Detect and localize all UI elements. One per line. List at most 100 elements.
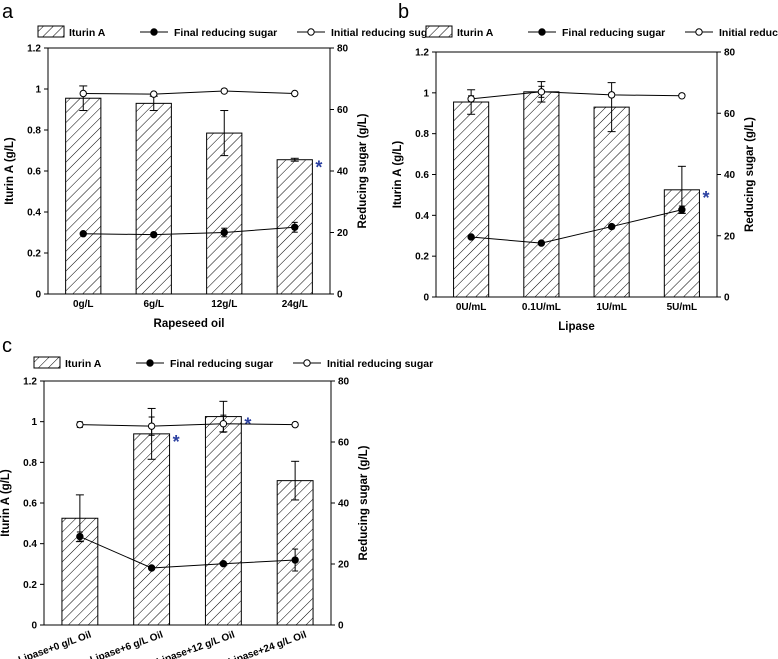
panel-letter: c: [2, 335, 12, 357]
legend-hatch-swatch: [33, 356, 61, 369]
line-open-reducing-sugar: [83, 90, 295, 95]
right-tick-label: 40: [724, 170, 736, 181]
left-tick-label: 0.8: [415, 129, 429, 140]
line-open-reducing-sugar: [471, 91, 682, 100]
right-tick-label: 40: [337, 167, 349, 178]
bar-iturin-a: [65, 97, 102, 295]
bar-iturin-a: [133, 433, 171, 626]
left-tick-label: 0.6: [23, 499, 37, 510]
y2-axis-label: Reducing sugar (g/L): [357, 113, 369, 228]
final-sugar-point: [79, 230, 87, 238]
initial-sugar-point: [678, 92, 686, 100]
final-sugar-point: [467, 233, 475, 241]
y2-axis-label: Reducing sugar (g/L): [358, 445, 370, 560]
bar-iturin-a: [135, 102, 172, 295]
y2-axis-label: Reducing sugar (g/L): [744, 117, 756, 232]
final-sugar-point: [607, 222, 616, 231]
panel-a: a 0 0.2 0.4 0.6 0.8 1 1.2 0 20 40 60 80 Iturin A (g/L…: [2, 1, 437, 330]
final-sugar-point: [219, 559, 228, 568]
legend-open-marker: [695, 28, 703, 36]
legend-label-final-sugar: Final reducing sugar: [562, 27, 665, 39]
right-tick-label: 80: [337, 44, 349, 55]
initial-sugar-point: [79, 89, 87, 98]
significance-star: *: [173, 432, 180, 452]
left-tick-label: 0: [423, 293, 429, 304]
line-filled-reducing-sugar: [471, 209, 682, 244]
x-tick-label: Lipase+12 g/L Oil: [155, 629, 236, 659]
left-tick-label: 0.8: [23, 458, 37, 469]
line-filled-reducing-sugar: [79, 536, 296, 569]
right-tick-label: 0: [337, 290, 343, 301]
x-tick-label: 12g/L: [211, 299, 237, 310]
legend-label-final-sugar: Final reducing sugar: [170, 358, 273, 370]
right-tick-label: 60: [338, 438, 350, 449]
initial-sugar-point: [219, 420, 228, 428]
x-tick-label: 6g/L: [143, 299, 164, 310]
y-axis-label: Iturin A (g/L): [0, 469, 12, 537]
right-tick-label: 80: [338, 377, 350, 388]
left-tick-label: 1.2: [415, 48, 429, 59]
legend-open-marker: [303, 359, 311, 367]
right-tick-label: 60: [724, 109, 736, 120]
left-tick-label: 0: [31, 621, 37, 632]
legend-filled-marker: [150, 28, 158, 36]
x-tick-label: 0.1U/mL: [522, 302, 561, 313]
left-tick-label: 0: [35, 290, 41, 301]
legend: Iturin A Final reducing sugar Initial redu…: [37, 25, 437, 39]
legend-hatch-swatch: [425, 25, 453, 38]
legend-label-iturin-a: Iturin A: [457, 27, 494, 39]
legend-label-initial-sugar: Initial reducing sugar: [719, 27, 778, 39]
initial-sugar-point: [150, 90, 158, 98]
left-tick-label: 1: [35, 85, 41, 96]
x-tick-label: Lipase+24 g/L Oil: [227, 629, 308, 659]
left-tick-label: 0.2: [27, 249, 41, 260]
final-sugar-point: [678, 206, 686, 214]
x-tick-label: Lipase+6 g/L Oil: [89, 629, 165, 659]
panel-letter: a: [2, 1, 14, 23]
legend-label-iturin-a: Iturin A: [65, 358, 102, 370]
x-axis-label: Lipase: [558, 321, 594, 333]
significance-star: *: [244, 415, 251, 435]
bar-iturin-a: [206, 132, 243, 295]
legend-label-initial-sugar: Initial reducing sugar: [331, 27, 437, 39]
initial-sugar-point: [537, 88, 546, 96]
left-tick-label: 0.6: [27, 167, 41, 178]
final-sugar-point: [147, 564, 156, 572]
right-tick-label: 80: [724, 48, 736, 59]
initial-sugar-point: [607, 91, 616, 99]
final-sugar-point: [220, 228, 228, 237]
initial-sugar-point: [467, 95, 475, 103]
significance-star: *: [315, 158, 322, 178]
panel-letter: b: [398, 1, 409, 23]
left-tick-label: 1: [31, 417, 37, 428]
final-sugar-point: [537, 239, 546, 247]
initial-sugar-point: [291, 89, 299, 98]
x-tick-label: 24g/L: [282, 299, 308, 310]
x-tick-label: Lipase+0 g/L Oil: [17, 629, 93, 659]
left-tick-label: 0.4: [27, 208, 41, 219]
final-sugar-point: [150, 230, 158, 239]
y-axis-label: Iturin A (g/L): [392, 141, 404, 209]
left-tick-label: 0.4: [23, 539, 37, 550]
legend-filled-marker: [538, 28, 546, 36]
initial-sugar-point: [147, 422, 156, 430]
left-tick-label: 1: [423, 88, 429, 99]
line-filled-reducing-sugar: [83, 226, 295, 236]
right-tick-label: 0: [724, 293, 730, 304]
x-tick-label: 0g/L: [73, 299, 94, 310]
left-tick-label: 0.2: [415, 252, 429, 263]
y-axis-label: Iturin A (g/L): [4, 137, 16, 205]
legend-hatch-swatch: [37, 25, 65, 38]
left-tick-label: 1.2: [27, 44, 41, 55]
bar-iturin-a: [593, 106, 630, 298]
legend-label-initial-sugar: Initial reducing sugar: [327, 358, 433, 370]
legend-open-marker: [307, 28, 315, 36]
left-tick-label: 0.8: [27, 126, 41, 137]
initial-sugar-point: [220, 87, 228, 95]
right-tick-label: 20: [724, 231, 736, 242]
initial-sugar-point: [291, 420, 299, 429]
legend-label-iturin-a: Iturin A: [69, 27, 106, 39]
x-axis-label: Rapeseed oil: [154, 318, 225, 330]
